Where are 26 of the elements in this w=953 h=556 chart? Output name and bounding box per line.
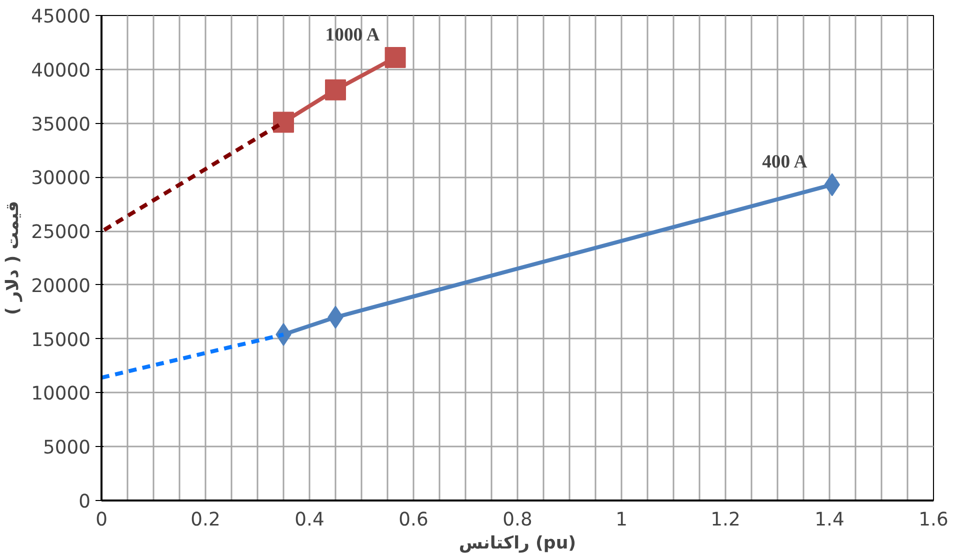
- y-tick-label: 40000: [31, 60, 91, 82]
- series-label: 1000 A: [325, 24, 380, 46]
- series-label: 400 A: [762, 152, 808, 173]
- y-tick-label: 30000: [31, 168, 91, 190]
- x-tick-label: 0.8: [502, 510, 532, 530]
- y-tick-label: 15000: [31, 330, 91, 351]
- y-tick-label: 35000: [31, 114, 91, 136]
- y-tick-label: 5000: [43, 438, 91, 459]
- x-tick-label: 1.4: [814, 510, 844, 530]
- y-tick-label: 20000: [31, 276, 91, 297]
- y-tick-label: 45000: [31, 6, 91, 28]
- y-axis-title: قیمت ( دلار ): [3, 200, 24, 316]
- point: [273, 112, 294, 133]
- x-tick-label: 1.2: [710, 510, 740, 530]
- point: [384, 47, 406, 68]
- x-tick-label: 0: [96, 510, 108, 530]
- x-tick-label: 0.4: [294, 510, 324, 530]
- y-tick-label: 25000: [31, 222, 91, 244]
- x-tick-label: 1.6: [918, 510, 948, 530]
- x-axis-title: راکتانس (pu): [458, 534, 576, 554]
- x-tick-label: 0.2: [190, 510, 220, 530]
- x-tick-label: 1: [616, 510, 628, 530]
- y-tick-label: 10000: [31, 384, 91, 405]
- x-tick-label: 0.6: [398, 510, 428, 530]
- point: [325, 79, 346, 100]
- y-tick-label: 0: [78, 492, 91, 512]
